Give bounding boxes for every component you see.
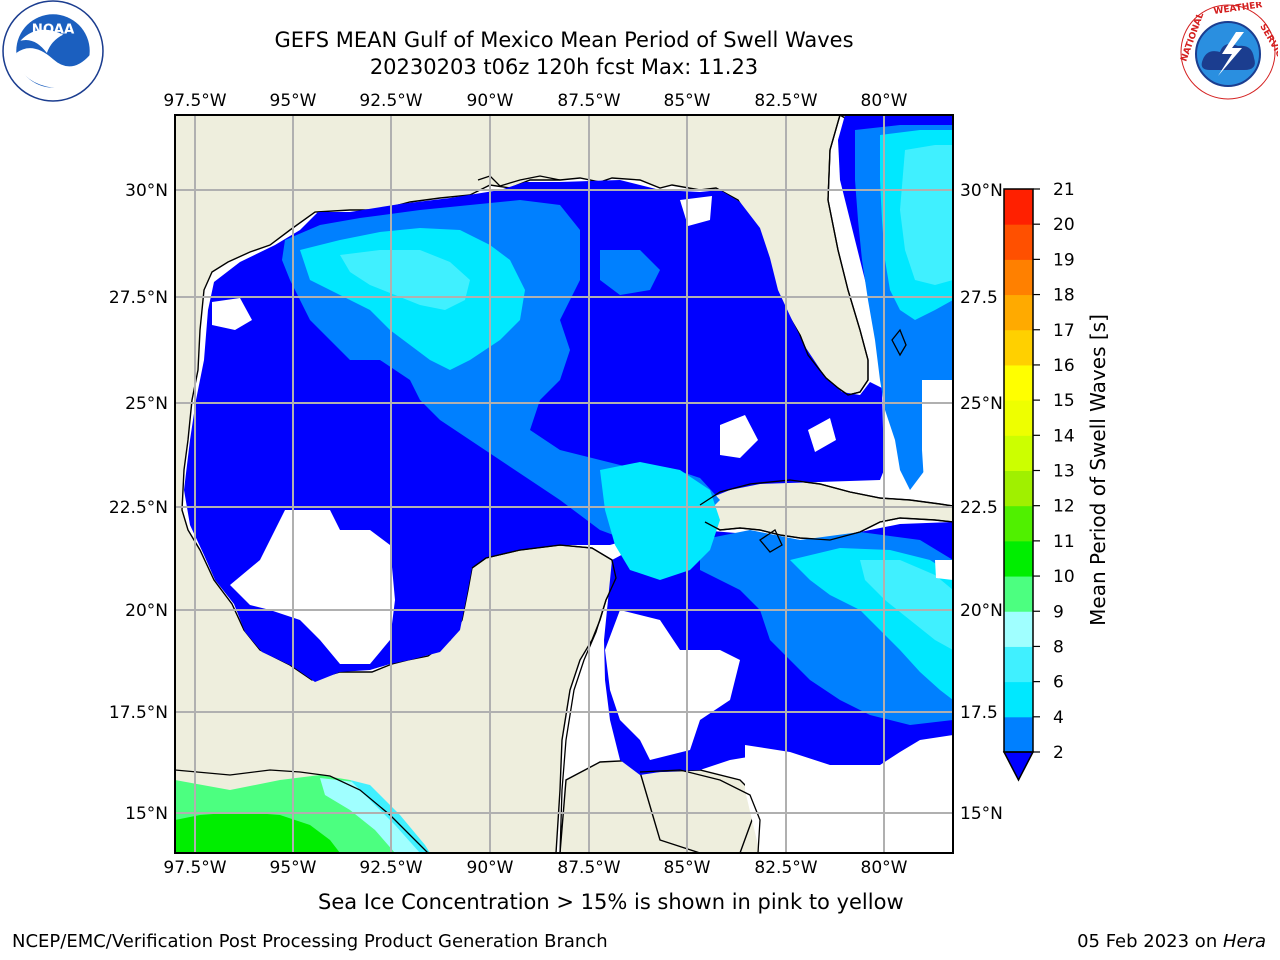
lon-label: 90°W [467, 91, 514, 111]
colorbar-segment [1004, 294, 1033, 331]
colorbar-segment [1004, 364, 1033, 401]
carib-white-south [745, 745, 953, 853]
lon-label: 97.5°W [163, 858, 226, 878]
colorbar-title: Mean Period of Swell Waves [s] [1086, 314, 1110, 626]
colorbar-tick-label: 11 [1053, 532, 1075, 552]
colorbar-segment [1004, 224, 1033, 260]
land-masses [175, 115, 953, 853]
lat-labels-left: 30°N 27.5°N 25°N 22.5°N 20°N 17.5°N 15°N [109, 181, 168, 824]
lon-label: 85°W [664, 91, 711, 111]
colorbar-tick-label: 10 [1053, 567, 1075, 587]
colorbar-tick-label: 2 [1053, 743, 1064, 763]
gulf-white-e2 [808, 418, 836, 452]
svg-text:NOAA: NOAA [32, 23, 75, 38]
gulf-white-nw [212, 298, 252, 330]
chart-title: GEFS MEAN Gulf of Mexico Mean Period of … [274, 28, 854, 52]
colorbar-segment [1004, 400, 1033, 436]
lat-labels-right: 30°N 27.5 25°N 22.5 20°N 17.5 15°N [960, 181, 1003, 824]
colorbar-segment [1004, 189, 1033, 225]
lon-label: 85°W [664, 858, 711, 878]
colorbar-tick-label: 9 [1053, 602, 1064, 622]
lon-label: 90°W [467, 858, 514, 878]
lat-label: 30°N [960, 181, 1003, 201]
gulf-cyan-south [600, 462, 720, 580]
colorbar-segment [1004, 681, 1033, 718]
colorbar-segment [1004, 576, 1033, 612]
lon-label: 92.5°W [359, 858, 422, 878]
colorbar-segment [1004, 540, 1033, 577]
footer-date-text: 05 Feb 2023 on [1077, 931, 1223, 952]
map-area [175, 115, 953, 853]
colorbar-tick-label: 16 [1053, 356, 1075, 376]
colorbar-tick-label: 4 [1053, 708, 1064, 728]
chart-subtitle-run-info: 20230203 t06z 120h fcst Max: 11.23 [369, 55, 759, 79]
gulf-white-sw [230, 510, 395, 664]
lon-label: 80°W [861, 858, 908, 878]
lat-label: 22.5°N [109, 498, 168, 518]
colorbar-tick-label: 18 [1053, 286, 1075, 306]
lon-label: 87.5°W [557, 858, 620, 878]
colorbar-tick-label: 19 [1053, 250, 1075, 270]
atlantic-lightcyan-region [900, 145, 953, 285]
lat-label: 15°N [125, 804, 168, 824]
colorbar-tick-label: 20 [1053, 215, 1075, 235]
lon-label: 82.5°W [754, 858, 817, 878]
carib-white-east [935, 560, 953, 580]
gulf-lightcyan-region [340, 250, 470, 310]
lon-labels-top: 97.5°W 95°W 92.5°W 90°W 87.5°W 85°W 82.5… [163, 91, 907, 111]
gulf-midblue-north [600, 250, 660, 295]
lon-label: 82.5°W [754, 91, 817, 111]
lat-label: 15°N [960, 804, 1003, 824]
colorbar-segment [1004, 716, 1033, 753]
gulf-white-e1 [720, 415, 758, 458]
lon-label: 95°W [270, 858, 317, 878]
colorbar-tick-label: 21 [1053, 180, 1075, 200]
lon-label: 92.5°W [359, 91, 422, 111]
lat-label: 17.5°N [109, 703, 168, 723]
map-frame [174, 114, 954, 854]
nws-logo: NATIONAL WEATHER SERVICE [1179, 2, 1278, 101]
colorbar-extend-triangle [1002, 751, 1035, 782]
lat-label: 25°N [125, 394, 168, 414]
colorbar-tick-label: 15 [1053, 391, 1075, 411]
colorbar-segment [1004, 259, 1033, 296]
lat-label: 30°N [125, 181, 168, 201]
colorbar-tick-label: 6 [1053, 673, 1064, 693]
carib-white-yucatan-east [605, 610, 740, 760]
footer-date: 05 Feb 2023 on Hera [1077, 931, 1266, 952]
noaa-logo: NOAA [2, 0, 104, 102]
colorbar-segment [1004, 470, 1033, 507]
colorbar-tick-label: 13 [1053, 462, 1075, 482]
graticule [175, 115, 953, 853]
lat-label: 22.5 [960, 498, 998, 518]
colorbar-tick-label: 17 [1053, 321, 1075, 341]
atlantic-white-cuba-east [922, 380, 953, 498]
lat-label: 20°N [960, 601, 1003, 621]
lat-label: 17.5 [960, 703, 998, 723]
coastlines [175, 115, 953, 853]
colorbar-tick-label: 12 [1053, 497, 1075, 517]
footer-host: Hera [1222, 931, 1266, 952]
lon-labels-bottom: 97.5°W 95°W 92.5°W 90°W 87.5°W 85°W 82.5… [163, 858, 907, 878]
lat-label: 25°N [960, 394, 1003, 414]
lon-label: 80°W [861, 91, 908, 111]
colorbar-segment [1004, 435, 1033, 471]
pacific-cyan-region [320, 778, 425, 853]
colorbar-segment [1004, 611, 1033, 647]
colorbar-segment [1004, 646, 1033, 683]
lon-label: 87.5°W [557, 91, 620, 111]
footer-producer: NCEP/EMC/Verification Post Processing Pr… [12, 931, 608, 952]
colorbar-tick-label: 14 [1053, 426, 1075, 446]
lon-label: 95°W [270, 91, 317, 111]
colorbar-segment [1004, 505, 1033, 542]
colorbar: 2 4 6 8 9 10 11 12 13 14 15 16 17 18 19 20 21 [1002, 180, 1075, 782]
lat-label: 27.5 [960, 288, 998, 308]
colorbar-tick-label: 8 [1053, 637, 1064, 657]
lat-label: 20°N [125, 601, 168, 621]
lat-label: 27.5°N [109, 288, 168, 308]
lon-label: 97.5°W [163, 91, 226, 111]
pacific-darkgreen-region [175, 812, 340, 853]
colorbar-segment [1004, 329, 1033, 366]
